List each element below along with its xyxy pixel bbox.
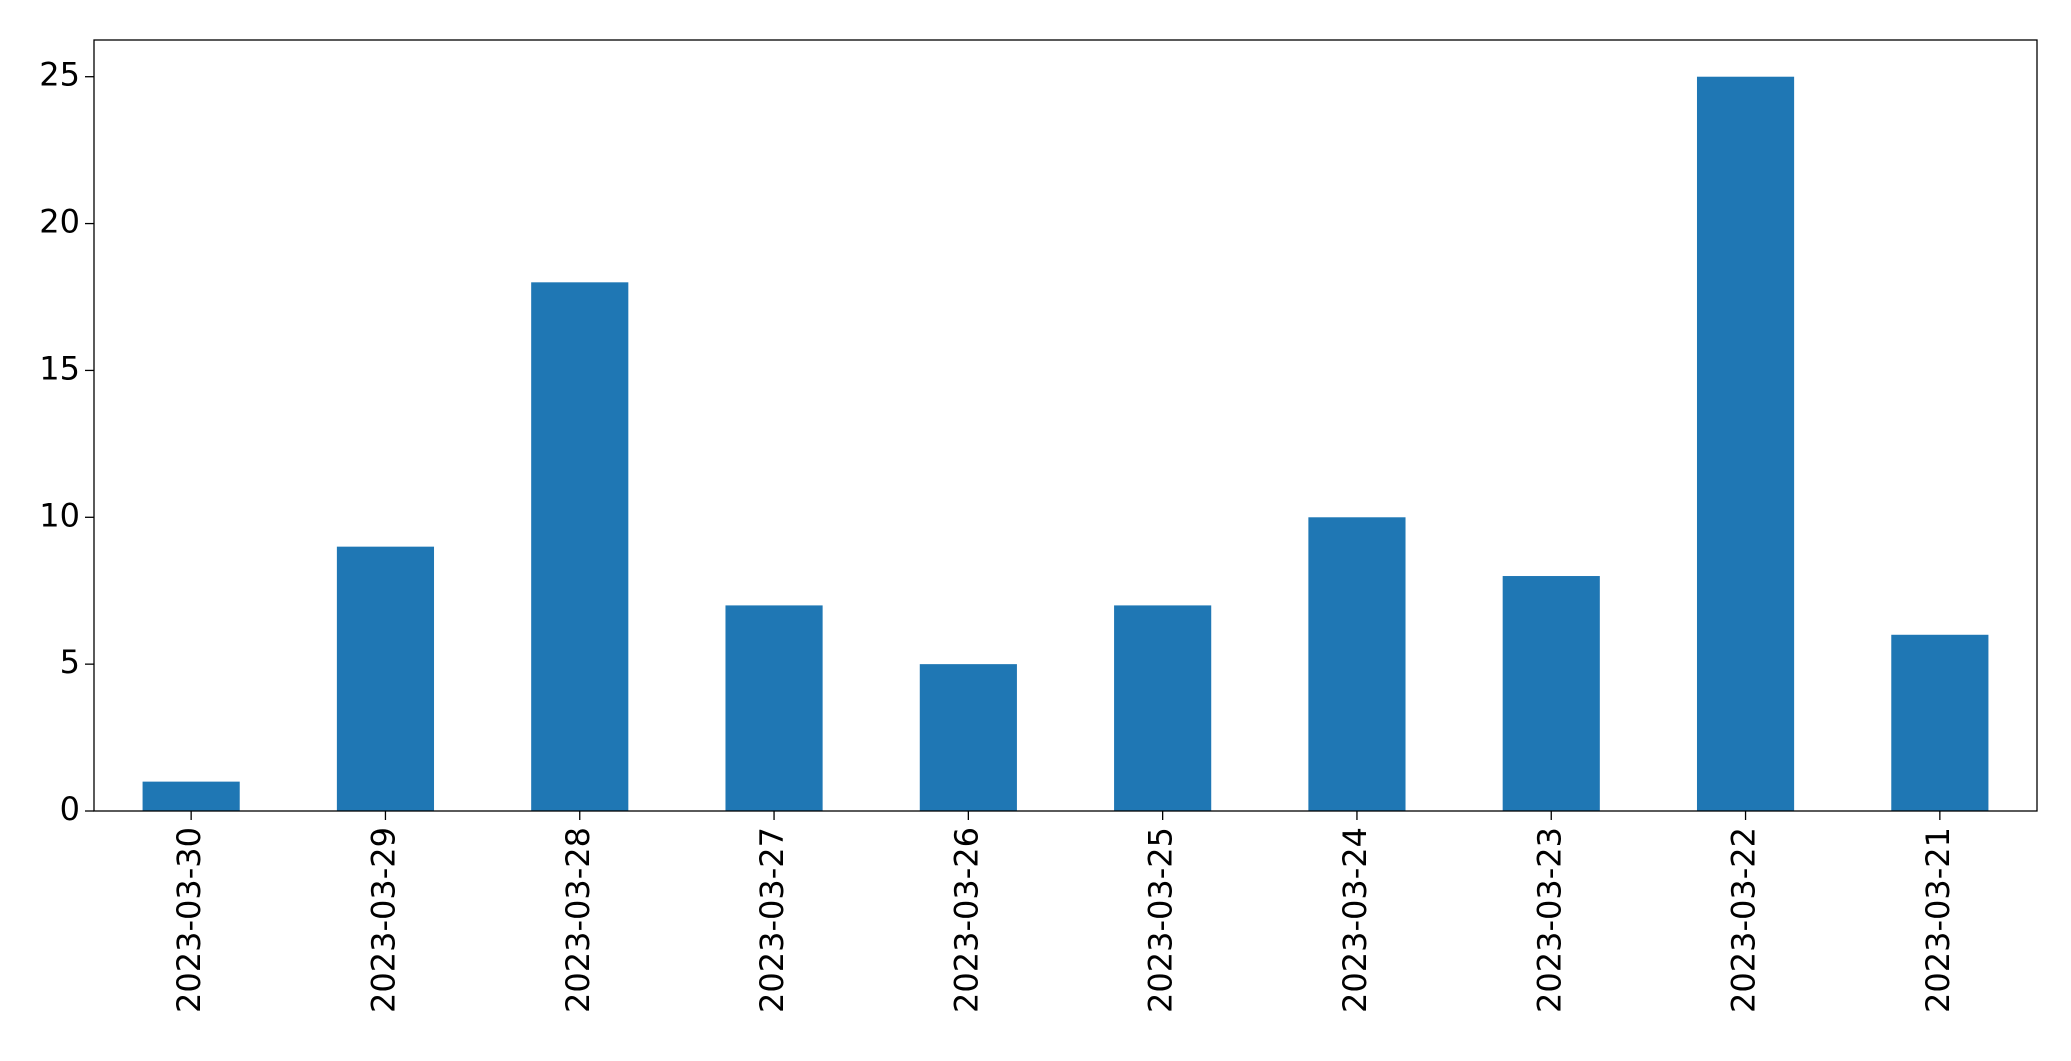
x-tick-label: 2023-03-22 bbox=[1725, 827, 1763, 1013]
bar bbox=[531, 282, 629, 811]
x-tick-label: 2023-03-24 bbox=[1336, 827, 1374, 1013]
bar bbox=[1696, 76, 1795, 811]
x-tick-label: 2023-03-23 bbox=[1530, 827, 1568, 1013]
y-tick-label: 25 bbox=[39, 56, 80, 94]
x-tick-label: 2023-03-30 bbox=[170, 827, 208, 1013]
bar bbox=[1891, 634, 1989, 811]
x-tick-label: 2023-03-25 bbox=[1142, 827, 1180, 1013]
bar bbox=[1502, 576, 1600, 811]
y-tick-label: 15 bbox=[39, 349, 80, 387]
x-tick-label: 2023-03-21 bbox=[1919, 827, 1957, 1013]
x-tick-label: 2023-03-27 bbox=[753, 827, 791, 1013]
bar bbox=[1114, 605, 1212, 811]
y-tick-label: 10 bbox=[39, 496, 80, 534]
bar bbox=[336, 546, 435, 811]
y-tick-label: 20 bbox=[39, 203, 80, 241]
plot-frame bbox=[93, 39, 2038, 812]
x-tick-label: 2023-03-29 bbox=[364, 827, 402, 1013]
y-tick-label: 5 bbox=[60, 643, 80, 681]
y-tick-label: 0 bbox=[60, 790, 80, 828]
bar bbox=[142, 781, 240, 811]
bar bbox=[725, 605, 823, 811]
x-tick-label: 2023-03-28 bbox=[559, 827, 597, 1013]
bar bbox=[1308, 517, 1406, 811]
x-tick-label: 2023-03-26 bbox=[947, 827, 985, 1013]
bar bbox=[919, 664, 1017, 811]
